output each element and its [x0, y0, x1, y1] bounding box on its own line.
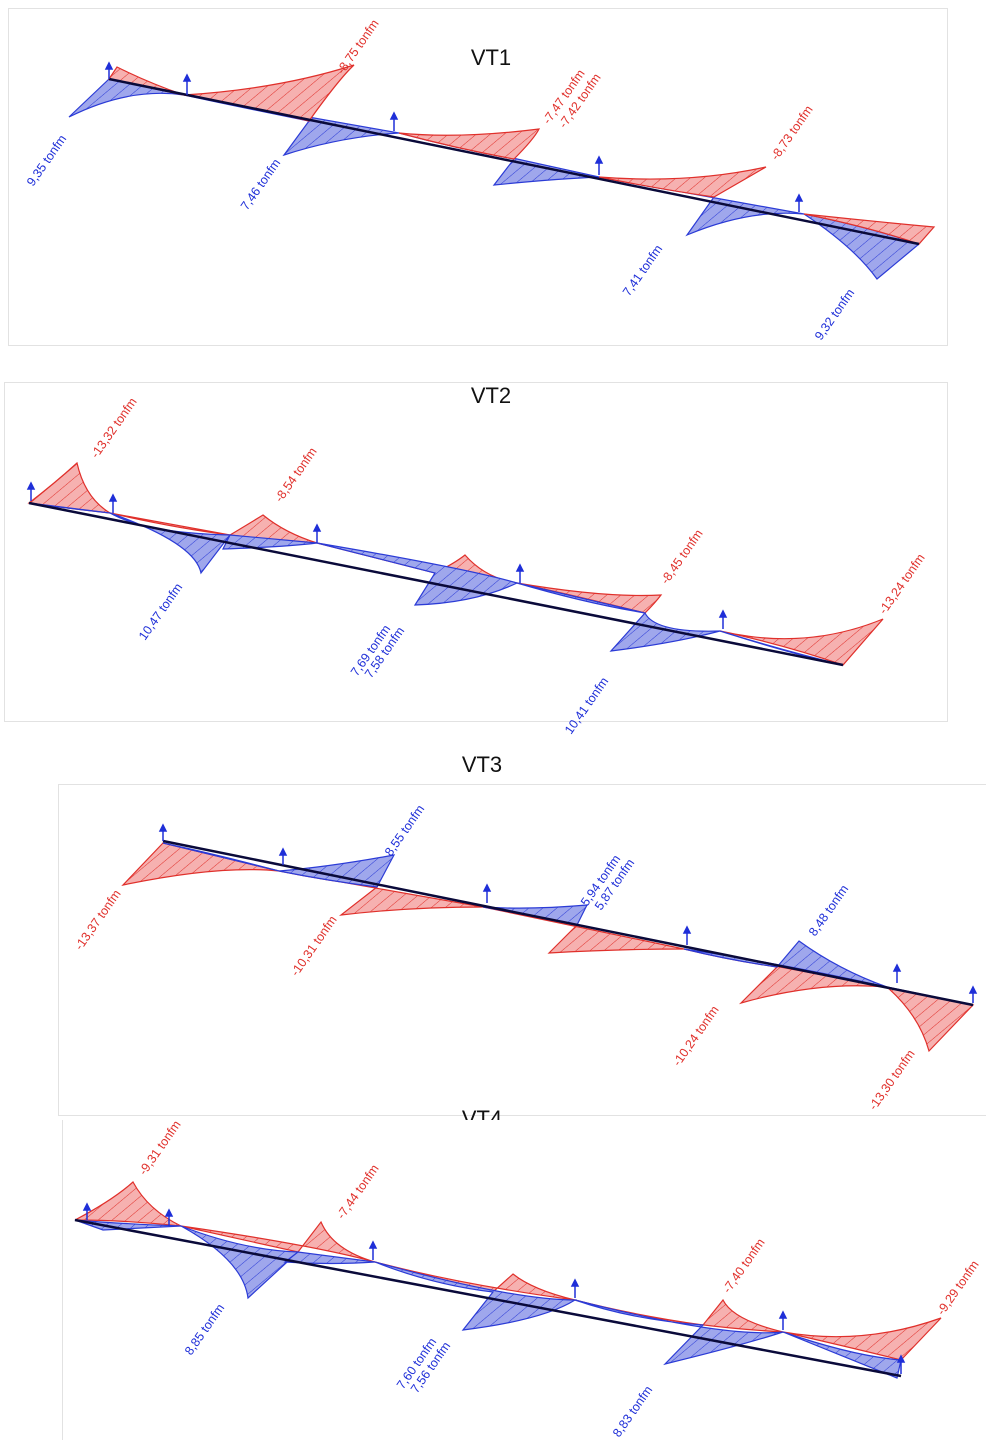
moment-label-negative: -13,37 tonfm [72, 887, 124, 953]
moment-diagram-vt3: 8,55 tonfm 5,94 tonfm 5,87 tonfm 8,48 to… [72, 802, 978, 1113]
positive-moment-region [516, 582, 721, 652]
moment-label-positive: 8,85 tonfm [182, 1301, 227, 1357]
moment-label-positive: 8,55 tonfm [382, 802, 427, 858]
positive-moment-region [162, 842, 280, 872]
moment-label-positive: 10,41 tonfm [562, 675, 611, 737]
beam-axis [28, 501, 844, 667]
negative-moment-region [482, 906, 685, 954]
support-marker [82, 1202, 906, 1374]
moment-label-positive: 9,32 tonfm [812, 286, 857, 342]
diagram-title: VT1 [470, 45, 512, 70]
support-marker [26, 481, 728, 629]
negative-moment-region [719, 618, 884, 666]
positive-moment-region [180, 1225, 300, 1300]
moment-label-negative: -8,75 tonfm [334, 17, 382, 77]
moment-label-negative: -8,45 tonfm [658, 527, 706, 587]
diagram-panel-vt1: VT1 -8,75 to [8, 8, 948, 346]
moment-label-negative: -10,31 tonfm [288, 913, 340, 979]
support-marker [104, 61, 804, 212]
moment-label-negative: -13,24 tonfm [876, 551, 928, 617]
diagram-title: VT3 [461, 752, 503, 777]
positive-moment-region [574, 1299, 784, 1366]
beam-axis [74, 1218, 902, 1378]
positive-moment-region [283, 1251, 376, 1265]
diagram-panel-vt4: -9,31 tonfm -7,44 tonfm -7,40 tonfm -9,2… [62, 1118, 986, 1440]
beam-axis [108, 77, 920, 246]
diagram-panel-vt3: 8,55 tonfm 5,94 tonfm 5,87 tonfm 8,48 to… [58, 784, 986, 1116]
negative-moment-region [574, 1298, 784, 1333]
negative-moment-region [180, 1220, 376, 1263]
moment-label-positive: 10,47 tonfm [136, 581, 185, 643]
moment-label-negative: -8,73 tonfm [768, 103, 816, 163]
negative-moment-region [803, 213, 936, 245]
support-marker [158, 823, 978, 1003]
moment-diagram-vt1: -8,75 tonfm -7,47 tonfm -7,42 tonfm -8,7… [24, 17, 936, 343]
negative-moment-region [782, 1317, 942, 1361]
negative-moment-region [74, 1181, 182, 1227]
diagram-panel-vt2: VT2 -13,32 tonfm -8,54 tonfm [4, 382, 948, 737]
positive-moment-region [374, 1261, 578, 1331]
moment-label-negative: -8,54 tonfm [272, 445, 320, 505]
positive-moment-region [68, 78, 185, 118]
moment-label-negative: -7,40 tonfm [720, 1236, 768, 1296]
negative-moment-region [598, 166, 767, 198]
moment-diagram-vt2: -13,32 tonfm -8,54 tonfm -8,45 tonfm -13… [26, 395, 928, 737]
moment-label-negative: -13,30 tonfm [866, 1047, 918, 1113]
beam-axis [162, 839, 974, 1007]
moment-label-positive: 8,83 tonfm [610, 1383, 655, 1439]
moment-label-positive: 8,48 tonfm [806, 882, 851, 938]
moment-diagram-vt4: -9,31 tonfm -7,44 tonfm -7,40 tonfm -9,2… [74, 1118, 982, 1440]
positive-moment-region [74, 1219, 182, 1231]
moment-label-positive: 7,46 tonfm [238, 156, 283, 212]
positive-moment-region [278, 854, 396, 888]
moment-label-negative: -13,32 tonfm [88, 395, 140, 461]
moment-label-negative: -9,31 tonfm [136, 1118, 184, 1178]
moment-label-positive: 7,41 tonfm [620, 242, 665, 298]
positive-moment-region [782, 1331, 902, 1379]
moment-label-negative: -7,44 tonfm [334, 1162, 382, 1222]
diagram-title: VT2 [470, 383, 512, 408]
negative-moment-region [121, 842, 280, 886]
moment-label-negative: -9,29 tonfm [934, 1258, 982, 1318]
negative-moment-region [398, 128, 541, 160]
moment-label-positive: 9,35 tonfm [24, 132, 69, 188]
moment-label-negative: -10,24 tonfm [670, 1003, 722, 1069]
